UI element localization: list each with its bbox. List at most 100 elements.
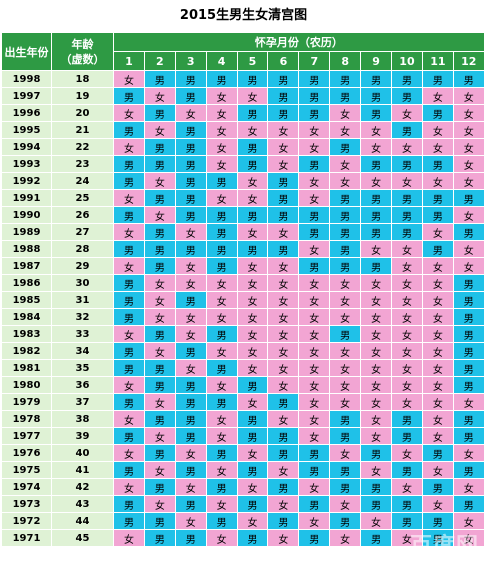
table-row: 1998 18 女男男男男男男男男男男男 [1,70,485,88]
birth-year-cell: 1980 [1,376,52,394]
male-cell: 男 [452,291,485,309]
female-cell: 女 [267,121,300,139]
age-cell: 43 [51,495,114,513]
male-cell: 男 [113,172,145,190]
month-header-1: 1 [113,51,145,71]
male-cell: 男 [267,189,300,207]
male-cell: 男 [143,240,176,258]
age-cell: 25 [51,189,114,207]
male-cell: 男 [113,274,145,292]
female-cell: 女 [143,342,176,360]
female-cell: 女 [143,495,176,513]
male-cell: 男 [298,87,331,105]
female-cell: 女 [421,121,454,139]
table-row: 1975 41 男女男女男女男男女男女男 [1,461,485,479]
male-cell: 男 [174,461,207,479]
female-cell: 女 [452,121,485,139]
birth-year-cell: 1971 [1,529,52,547]
male-cell: 男 [391,206,423,224]
female-cell: 女 [360,342,393,360]
male-cell: 男 [113,359,145,377]
female-cell: 女 [298,138,331,156]
male-cell: 男 [329,138,362,156]
table-row: 1993 23 男男男女男女男女男男男女 [1,155,485,173]
male-cell: 男 [391,461,423,479]
month-header-3: 3 [174,51,207,71]
female-cell: 女 [452,155,485,173]
age-cell: 24 [51,172,114,190]
age-cell: 21 [51,121,114,139]
female-cell: 女 [113,257,145,275]
male-cell: 男 [174,529,207,547]
birth-year-cell: 1981 [1,359,52,377]
male-cell: 男 [298,495,331,513]
male-cell: 男 [329,87,362,105]
female-cell: 女 [174,274,207,292]
birth-year-cell: 1982 [1,342,52,360]
male-cell: 男 [421,206,454,224]
birth-year-cell: 1976 [1,444,52,462]
male-cell: 男 [113,342,145,360]
female-cell: 女 [452,393,485,411]
female-cell: 女 [298,342,331,360]
male-cell: 男 [391,223,423,241]
table-row: 1983 33 女男女男女女女男女女女男 [1,325,485,343]
male-cell: 男 [205,240,238,258]
female-cell: 女 [391,240,423,258]
male-cell: 男 [174,155,207,173]
female-cell: 女 [113,189,145,207]
birth-year-cell: 1979 [1,393,52,411]
birth-year-cell: 1986 [1,274,52,292]
female-cell: 女 [329,274,362,292]
male-cell: 男 [236,240,269,258]
female-cell: 女 [360,461,393,479]
age-cell: 29 [51,257,114,275]
male-cell: 男 [298,529,331,547]
male-cell: 男 [174,70,207,88]
female-cell: 女 [452,138,485,156]
female-cell: 女 [236,342,269,360]
birth-year-cell: 1974 [1,478,52,496]
male-cell: 男 [298,70,331,88]
male-cell: 男 [360,223,393,241]
female-cell: 女 [113,325,145,343]
male-cell: 男 [421,512,454,530]
male-cell: 男 [452,376,485,394]
male-cell: 男 [298,461,331,479]
age-cell: 28 [51,240,114,258]
male-cell: 男 [113,87,145,105]
female-cell: 女 [391,444,423,462]
female-cell: 女 [421,308,454,326]
male-cell: 男 [236,104,269,122]
male-cell: 男 [421,478,454,496]
table-row: 1997 19 男女男女女男男男男男女女 [1,87,485,105]
female-cell: 女 [113,70,145,88]
female-cell: 女 [360,427,393,445]
male-cell: 男 [329,512,362,530]
female-cell: 女 [360,240,393,258]
male-cell: 男 [205,206,238,224]
female-cell: 女 [236,291,269,309]
female-cell: 女 [174,444,207,462]
female-cell: 女 [298,274,331,292]
female-cell: 女 [174,512,207,530]
female-cell: 女 [174,223,207,241]
table-row: 1982 34 男女男女女女女女女女女男 [1,342,485,360]
female-cell: 女 [236,223,269,241]
male-cell: 男 [236,427,269,445]
male-cell: 男 [360,444,393,462]
female-cell: 女 [421,138,454,156]
male-cell: 男 [360,189,393,207]
month-header-7: 7 [298,51,331,71]
table-row: 1979 37 男女男男女男女女女女女女 [1,393,485,411]
female-cell: 女 [205,342,238,360]
months-header: 怀孕月份（农历） [113,32,485,52]
male-cell: 男 [174,172,207,190]
month-header-12: 12 [452,51,485,71]
female-cell: 女 [205,308,238,326]
male-cell: 男 [143,478,176,496]
age-cell: 36 [51,376,114,394]
male-cell: 男 [205,478,238,496]
table-row: 1984 32 男女女女女女女女女女女男 [1,308,485,326]
female-cell: 女 [267,461,300,479]
